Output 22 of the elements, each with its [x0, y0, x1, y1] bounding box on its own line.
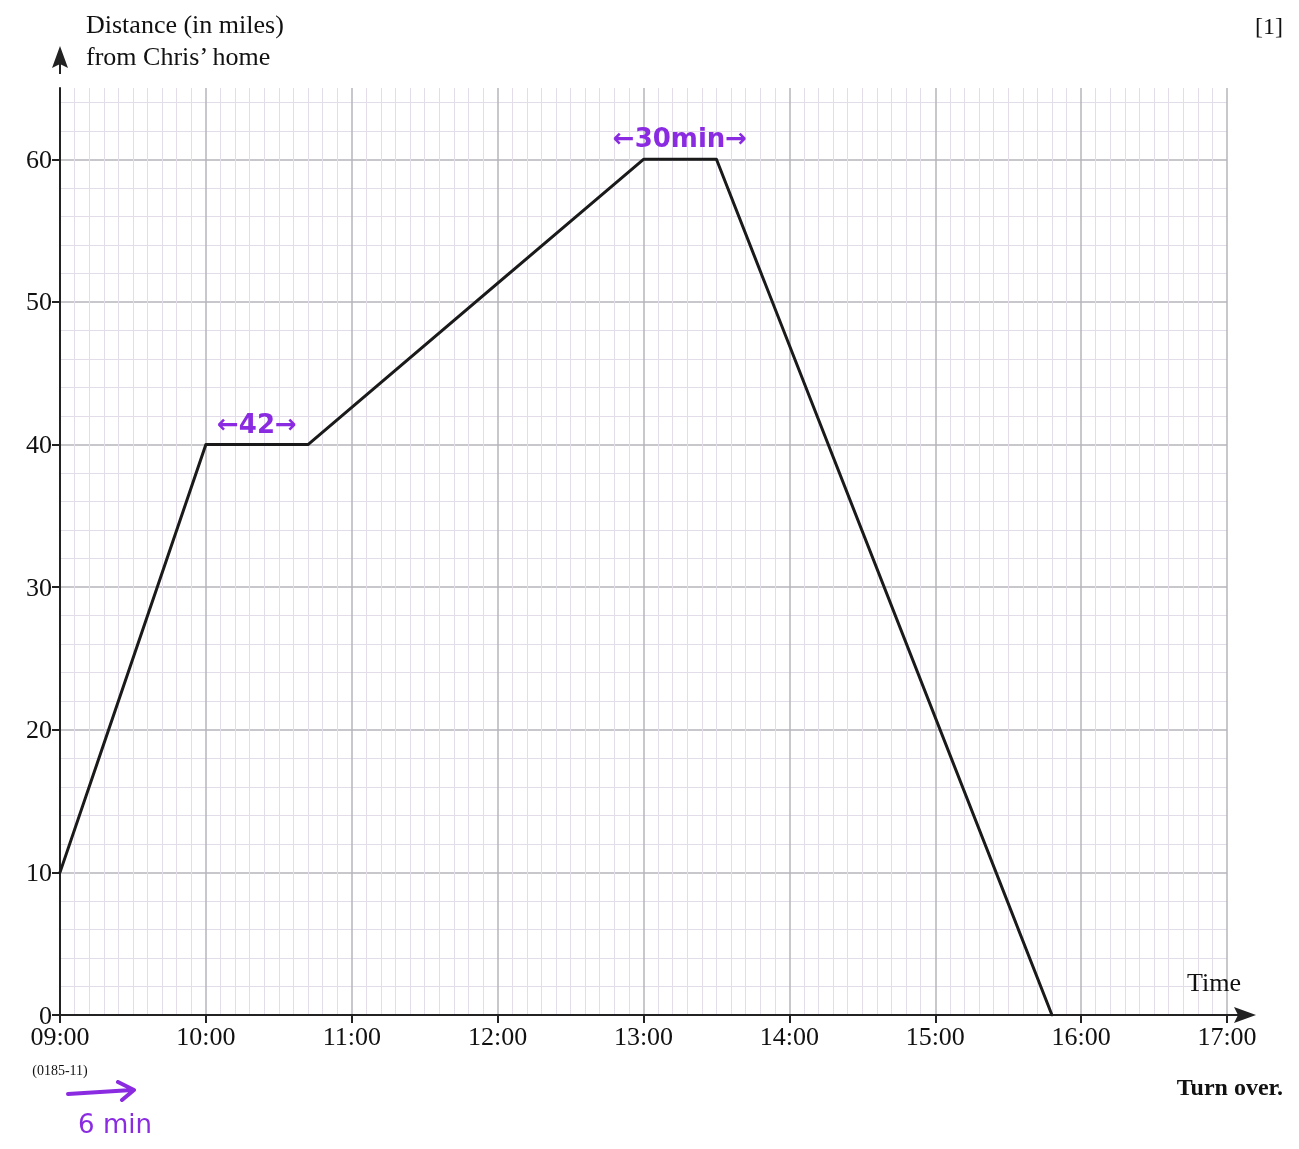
- x-tick-label: 16:00: [1051, 1021, 1111, 1051]
- y-tick-label: 10: [26, 857, 52, 887]
- y-tick-label: 50: [26, 287, 52, 317]
- text: (0185-11): [32, 1062, 89, 1079]
- y-tick-label: 60: [26, 144, 52, 174]
- x-tick-label: 14:00: [759, 1021, 819, 1051]
- x-tick-label: 15:00: [905, 1021, 965, 1051]
- text: [1]: [1255, 13, 1283, 39]
- y-axis-title: Distance (in miles) from Chris’ home: [86, 9, 284, 71]
- x-tick-label: 13:00: [613, 1021, 674, 1051]
- y-tick-label: 40: [26, 430, 52, 460]
- y-tick-label: 30: [26, 572, 52, 602]
- x-tick-label: 12:00: [468, 1021, 528, 1051]
- annotation: ←42→: [217, 408, 297, 439]
- x-axis-title: Time: [1187, 967, 1241, 997]
- text: 6 min: [78, 1109, 152, 1139]
- x-tick-label: 10:00: [176, 1021, 236, 1051]
- text: Turn over.: [1176, 1074, 1283, 1100]
- x-tick-label: 11:00: [322, 1021, 381, 1051]
- annotation: ←30min→: [612, 123, 748, 154]
- y-tick-label: 20: [26, 715, 52, 745]
- x-tick-label: 17:00: [1197, 1021, 1257, 1051]
